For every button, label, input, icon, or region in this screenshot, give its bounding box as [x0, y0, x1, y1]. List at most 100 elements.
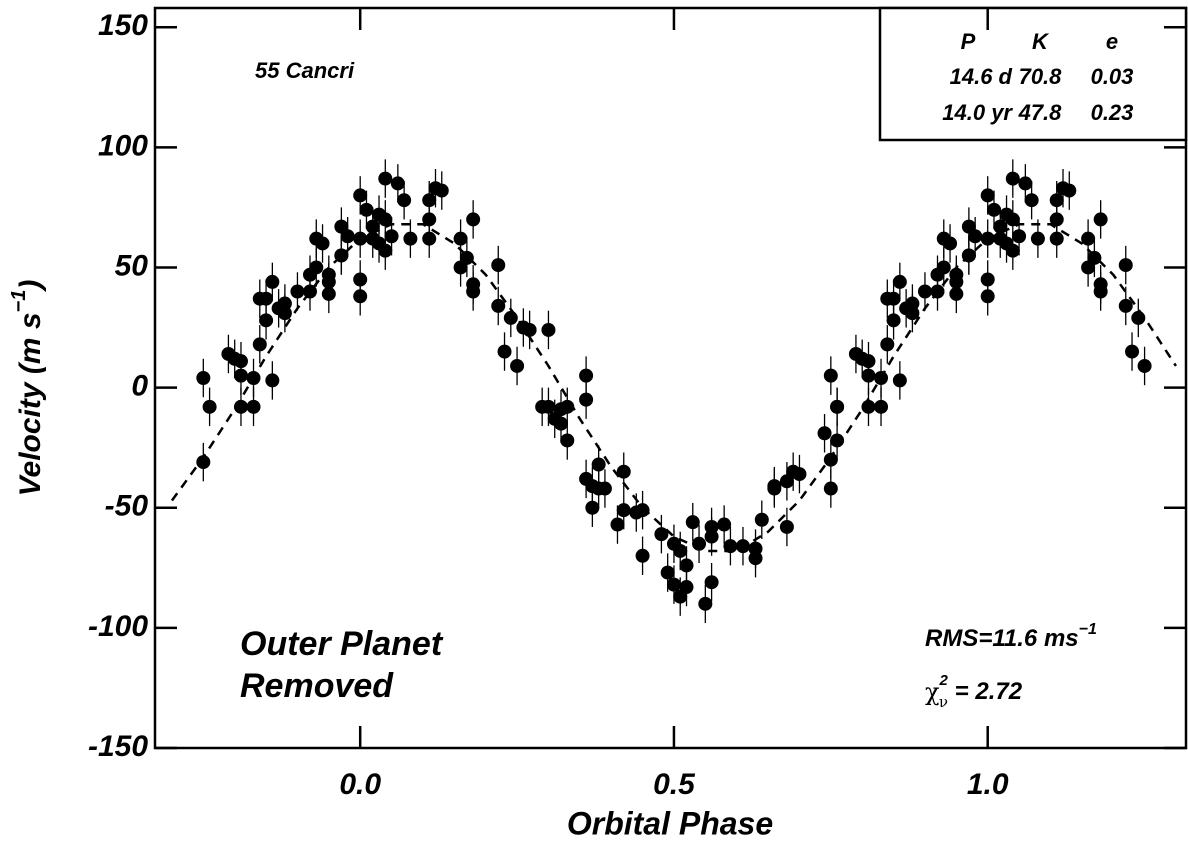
data-point [1137, 358, 1152, 373]
table-cell: 70.8 [1019, 64, 1063, 89]
data-point [874, 371, 889, 385]
data-point [792, 467, 807, 482]
chi-sup: 2 [939, 672, 949, 689]
data-point [315, 236, 330, 251]
data-point [522, 322, 537, 337]
data-point [233, 368, 248, 383]
x-tick-label: 0.0 [339, 768, 381, 801]
data-point [491, 258, 506, 273]
data-point [949, 274, 964, 289]
table-header: K [1032, 29, 1050, 54]
data-point [980, 231, 995, 246]
data-point [579, 392, 594, 407]
chi-sub: ν [939, 693, 948, 711]
data-point [861, 399, 876, 414]
data-point [830, 433, 845, 448]
data-point [717, 517, 732, 532]
data-point [779, 519, 794, 534]
chi-label: χ2 ν = 2.72 [925, 672, 1023, 711]
data-point [886, 313, 901, 328]
data-point [673, 543, 688, 558]
table-cell: 47.8 [1018, 100, 1063, 125]
data-point [861, 368, 876, 383]
data-point [986, 202, 1001, 217]
table-header: P [961, 29, 976, 54]
data-point [654, 527, 669, 542]
data-point [334, 248, 349, 263]
data-point [704, 575, 719, 590]
data-point [1131, 310, 1146, 325]
data-point [993, 219, 1008, 234]
data-point [1093, 277, 1108, 292]
y-label-sup: −1 [8, 290, 30, 313]
data-point [1012, 229, 1027, 244]
data-point [616, 503, 631, 518]
data-point [1018, 176, 1033, 191]
data-point [560, 433, 575, 448]
data-point [754, 512, 769, 527]
data-point [1093, 212, 1108, 227]
data-point [196, 455, 211, 470]
data-point [905, 306, 920, 321]
data-point [1030, 231, 1045, 246]
data-point [265, 373, 280, 388]
data-point [541, 399, 556, 414]
data-point [321, 274, 336, 289]
data-point [635, 548, 650, 563]
y-tick-label: -150 [88, 730, 148, 763]
data-point [735, 539, 750, 554]
data-point [246, 399, 261, 414]
y-tick-label: 50 [115, 249, 149, 282]
data-point [309, 260, 324, 275]
data-point [233, 399, 248, 414]
data-point [302, 284, 317, 299]
data-point [886, 291, 901, 306]
data-point [202, 399, 217, 414]
param-box [878, 6, 1188, 142]
data-point [466, 277, 481, 292]
data-point [610, 517, 625, 532]
data-point [434, 183, 449, 198]
chart-title: 55 Cancri [255, 58, 355, 83]
data-point [892, 373, 907, 388]
y-axis-label: Velocity (m s−1) [8, 280, 47, 497]
data-point [1005, 212, 1020, 227]
data-point [968, 229, 983, 244]
data-point [453, 231, 468, 246]
table-cell: 14.0 yr [942, 100, 1013, 125]
data-point [679, 558, 694, 573]
data-point [585, 500, 600, 515]
data-point [980, 188, 995, 203]
note-line: Outer Planet [240, 625, 444, 663]
data-point [541, 322, 556, 337]
data-point [259, 291, 274, 306]
data-point [1005, 243, 1020, 258]
table-cell: 14.6 d [950, 64, 1013, 89]
data-point [880, 337, 895, 352]
note-line: Removed [240, 667, 394, 705]
data-point [930, 284, 945, 299]
data-point [246, 371, 261, 385]
data-point [359, 202, 374, 217]
y-tick-label: -100 [88, 610, 148, 643]
data-point [459, 250, 474, 265]
table-header: e [1106, 29, 1118, 54]
data-point [196, 371, 211, 385]
data-point [353, 188, 368, 203]
data-point [259, 313, 274, 328]
data-point [252, 337, 267, 352]
plot-area [170, 159, 1178, 624]
data-point [353, 231, 368, 246]
y-tick-label: 0 [131, 370, 148, 403]
data-point [277, 306, 292, 321]
rms-label: RMS=11.6 ms−1 [925, 621, 1097, 652]
chi-symbol: χ [925, 678, 940, 706]
data-point [917, 284, 932, 299]
data-point [1118, 298, 1133, 313]
data-point [422, 212, 437, 227]
data-point [823, 452, 838, 467]
data-point [1125, 344, 1140, 359]
data-point [378, 212, 393, 227]
data-point [1005, 171, 1020, 186]
